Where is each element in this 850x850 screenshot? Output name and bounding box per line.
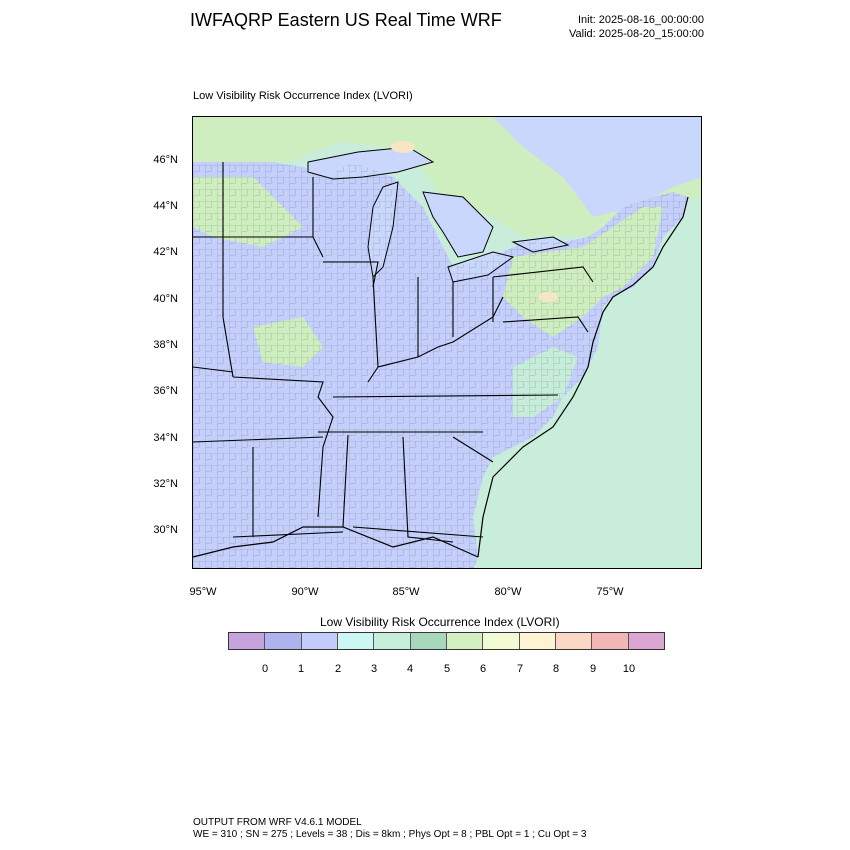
legend-tick: 10 — [622, 663, 636, 675]
init-time: Init: 2025-08-16_00:00:00 — [578, 14, 704, 26]
legend-tick: 5 — [443, 663, 451, 675]
map-panel — [192, 116, 702, 569]
legend-tick: 6 — [479, 663, 487, 675]
lat-label-36: 36°N — [153, 385, 178, 397]
lake-huron — [422, 191, 494, 258]
model-params: WE = 310 ; SN = 275 ; Levels = 38 ; Dis … — [193, 829, 587, 840]
lat-label-40: 40°N — [153, 293, 178, 305]
legend-swatch — [628, 633, 664, 649]
legend-swatch — [229, 633, 266, 649]
color-legend — [228, 632, 665, 650]
legend-tick: 9 — [589, 663, 597, 675]
lon-label-90: 90°W — [291, 586, 319, 598]
model-info: OUTPUT FROM WRF V4.6.1 MODEL WE = 310 ; … — [193, 817, 586, 841]
legend-swatch — [337, 633, 375, 649]
atlantic-coastline — [477, 196, 689, 558]
legend-swatch — [301, 633, 338, 649]
legend-swatch — [555, 633, 593, 649]
gulf-coastline — [193, 526, 479, 558]
lat-label-42: 42°N — [153, 246, 178, 258]
map-subtitle: Low Visibility Risk Occurrence Index (LV… — [193, 90, 413, 102]
legend-swatch — [446, 633, 484, 649]
county-lines — [193, 162, 688, 568]
lon-label-95: 95°W — [189, 586, 217, 598]
legend-tick: 3 — [370, 663, 378, 675]
legend-tick: 4 — [406, 663, 414, 675]
valid-time: Valid: 2025-08-20_15:00:00 — [569, 28, 704, 40]
lat-label-32: 32°N — [153, 478, 178, 490]
run-times: Init: 2025-08-16_00:00:00 Valid: 2025-08… — [569, 13, 704, 41]
lon-label-75: 75°W — [596, 586, 624, 598]
legend-swatch — [374, 633, 411, 649]
lon-label-80: 80°W — [494, 586, 522, 598]
high-risk-patch-2 — [538, 292, 558, 302]
state-borders — [193, 162, 594, 543]
legend-swatch — [410, 633, 447, 649]
legend-tick: 2 — [334, 663, 342, 675]
canada-low-region — [493, 117, 701, 217]
legend-swatch — [483, 633, 520, 649]
legend-swatch — [592, 633, 629, 649]
legend-tick: 1 — [297, 663, 305, 675]
lat-label-44: 44°N — [153, 200, 178, 212]
lat-label-34: 34°N — [153, 432, 178, 444]
high-risk-patch — [391, 141, 415, 153]
model-version: OUTPUT FROM WRF V4.6.1 MODEL — [193, 817, 362, 828]
legend-tick: 8 — [552, 663, 560, 675]
lat-label-46: 46°N — [153, 154, 178, 166]
legend-swatch — [519, 633, 556, 649]
map-svg — [193, 117, 701, 568]
main-title: IWFAQRP Eastern US Real Time WRF — [190, 10, 502, 30]
legend-tick: 0 — [261, 663, 269, 675]
legend-swatch — [265, 633, 302, 649]
lat-label-38: 38°N — [153, 339, 178, 351]
lat-label-30: 30°N — [153, 524, 178, 536]
legend-tick: 7 — [516, 663, 524, 675]
lon-label-85: 85°W — [392, 586, 420, 598]
legend-title: Low Visibility Risk Occurrence Index (LV… — [320, 615, 560, 629]
